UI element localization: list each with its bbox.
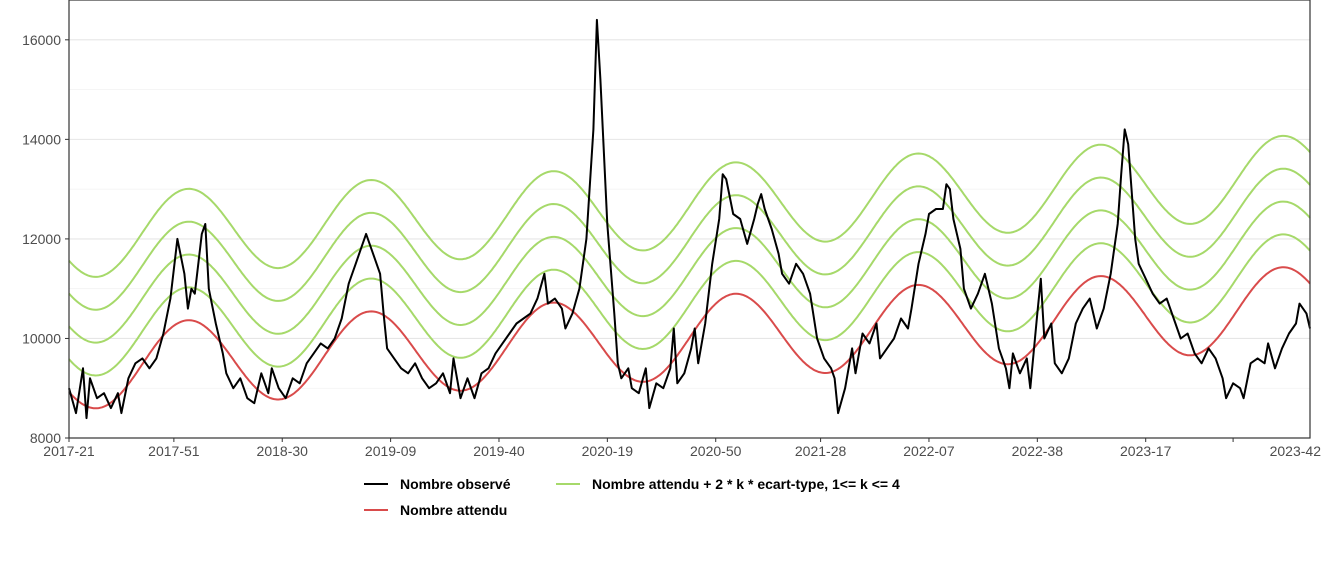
x-tick-label-6: 2020-50 (690, 443, 742, 459)
legend-key-expected (364, 509, 388, 511)
y-tick-label-1: 10000 (22, 330, 61, 346)
legend-label-thresholds: Nombre attendu + 2 * k * ecart-type, 1<=… (592, 476, 900, 492)
legend-key-observed (364, 483, 388, 485)
threshold-line-k1 (68, 233, 1311, 377)
legend-item-expected: Nombre attendu (364, 499, 507, 521)
x-axis: 2017-21 2017-51 2018-30 2019-09 2019-40 2020-… (43, 438, 1321, 459)
x-tick-label-10: 2023-17 (1120, 443, 1172, 459)
threshold-line-k4 (68, 134, 1311, 278)
threshold-line-k2 (68, 200, 1311, 344)
legend-key-thresholds (556, 483, 580, 485)
x-tick-label-7: 2021-28 (795, 443, 847, 459)
x-tick-label-3: 2019-09 (365, 443, 417, 459)
x-tick-label-4: 2019-40 (473, 443, 525, 459)
y-tick-label-2: 12000 (22, 231, 61, 247)
x-tick-label-2: 2018-30 (257, 443, 309, 459)
x-tick-label-5: 2020-19 (582, 443, 634, 459)
legend-label-expected: Nombre attendu (400, 502, 508, 518)
legend-item-observed: Nombre observé (364, 473, 510, 495)
x-tick-label-1: 2017-51 (148, 443, 200, 459)
x-tick-label-8: 2022-07 (903, 443, 955, 459)
legend-label-observed: Nombre observé (400, 476, 511, 492)
x-tick-label-9: 2022-38 (1012, 443, 1064, 459)
x-tick-label-11: 2023-42 (1270, 443, 1322, 459)
y-tick-label-4: 16000 (22, 32, 61, 48)
y-tick-label-0: 8000 (30, 430, 61, 446)
observed-series-group (68, 18, 1311, 420)
x-tick-label-0: 2017-21 (43, 443, 95, 459)
legend-item-thresholds: Nombre attendu + 2 * k * ecart-type, 1<=… (556, 473, 900, 495)
y-tick-label-3: 14000 (22, 131, 61, 147)
threshold-line-k3 (68, 167, 1311, 311)
plot-background (69, 0, 1310, 438)
legend: Nombre observé Nombre attendu + 2 * k * … (364, 473, 1064, 573)
expected-line (68, 266, 1311, 410)
expected-series-group (68, 266, 1311, 410)
observed-line (68, 18, 1311, 420)
plot-border (68, 0, 1311, 439)
threshold-series-group (68, 134, 1311, 377)
y-axis: 8000 10000 12000 14000 16000 (22, 32, 69, 446)
